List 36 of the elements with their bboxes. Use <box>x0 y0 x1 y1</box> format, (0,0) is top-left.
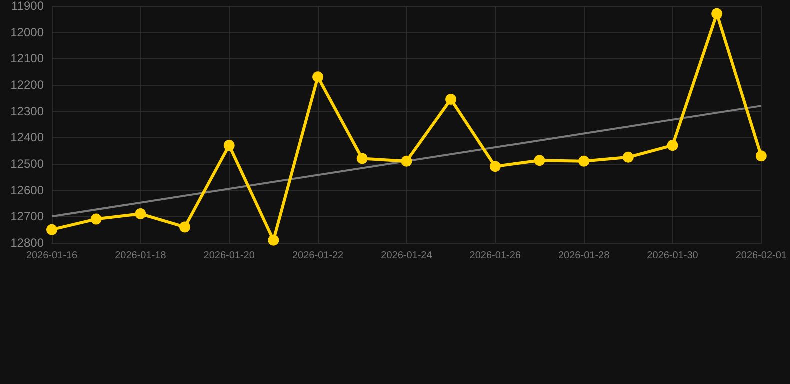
point <box>312 72 324 83</box>
point <box>756 150 767 162</box>
point <box>667 140 678 152</box>
point <box>622 152 634 163</box>
y-tick-label: 12500 <box>10 157 44 171</box>
point <box>135 208 146 220</box>
x-tick-label: 2026-02-01 <box>736 250 788 262</box>
x-tick-label: 2026-01-30 <box>647 250 699 262</box>
x-tick-label: 2026-01-20 <box>204 250 256 262</box>
point <box>578 156 590 167</box>
point <box>712 8 723 20</box>
point <box>356 153 368 164</box>
point <box>401 156 412 167</box>
y-tick-label: 12700 <box>10 210 44 224</box>
x-tick-label: 2026-01-22 <box>292 250 344 262</box>
y-tick-label: 12600 <box>10 183 44 198</box>
y-tick-label: 12300 <box>10 104 44 118</box>
x-tick-label: 2026-01-26 <box>470 250 522 262</box>
point <box>446 94 457 105</box>
point <box>224 140 235 152</box>
point <box>534 155 546 166</box>
y-tick-label: 12800 <box>10 236 44 250</box>
y-tick-label: 12200 <box>10 78 44 92</box>
x-tick-label: 2026-01-18 <box>115 250 167 262</box>
point <box>490 161 501 172</box>
x-tick-label: 2026-01-16 <box>26 250 78 262</box>
point <box>46 224 58 236</box>
x-tick-label: 2026-01-28 <box>558 250 610 262</box>
point <box>90 214 102 225</box>
y-tick-label: 12000 <box>10 25 44 40</box>
x-tick-label: 2026-01-24 <box>381 250 433 262</box>
y-tick-label: 11900 <box>12 0 44 13</box>
point <box>268 234 280 246</box>
y-tick-label: 12100 <box>10 52 44 66</box>
point <box>180 222 191 233</box>
y-tick-label: 12400 <box>10 130 44 145</box>
